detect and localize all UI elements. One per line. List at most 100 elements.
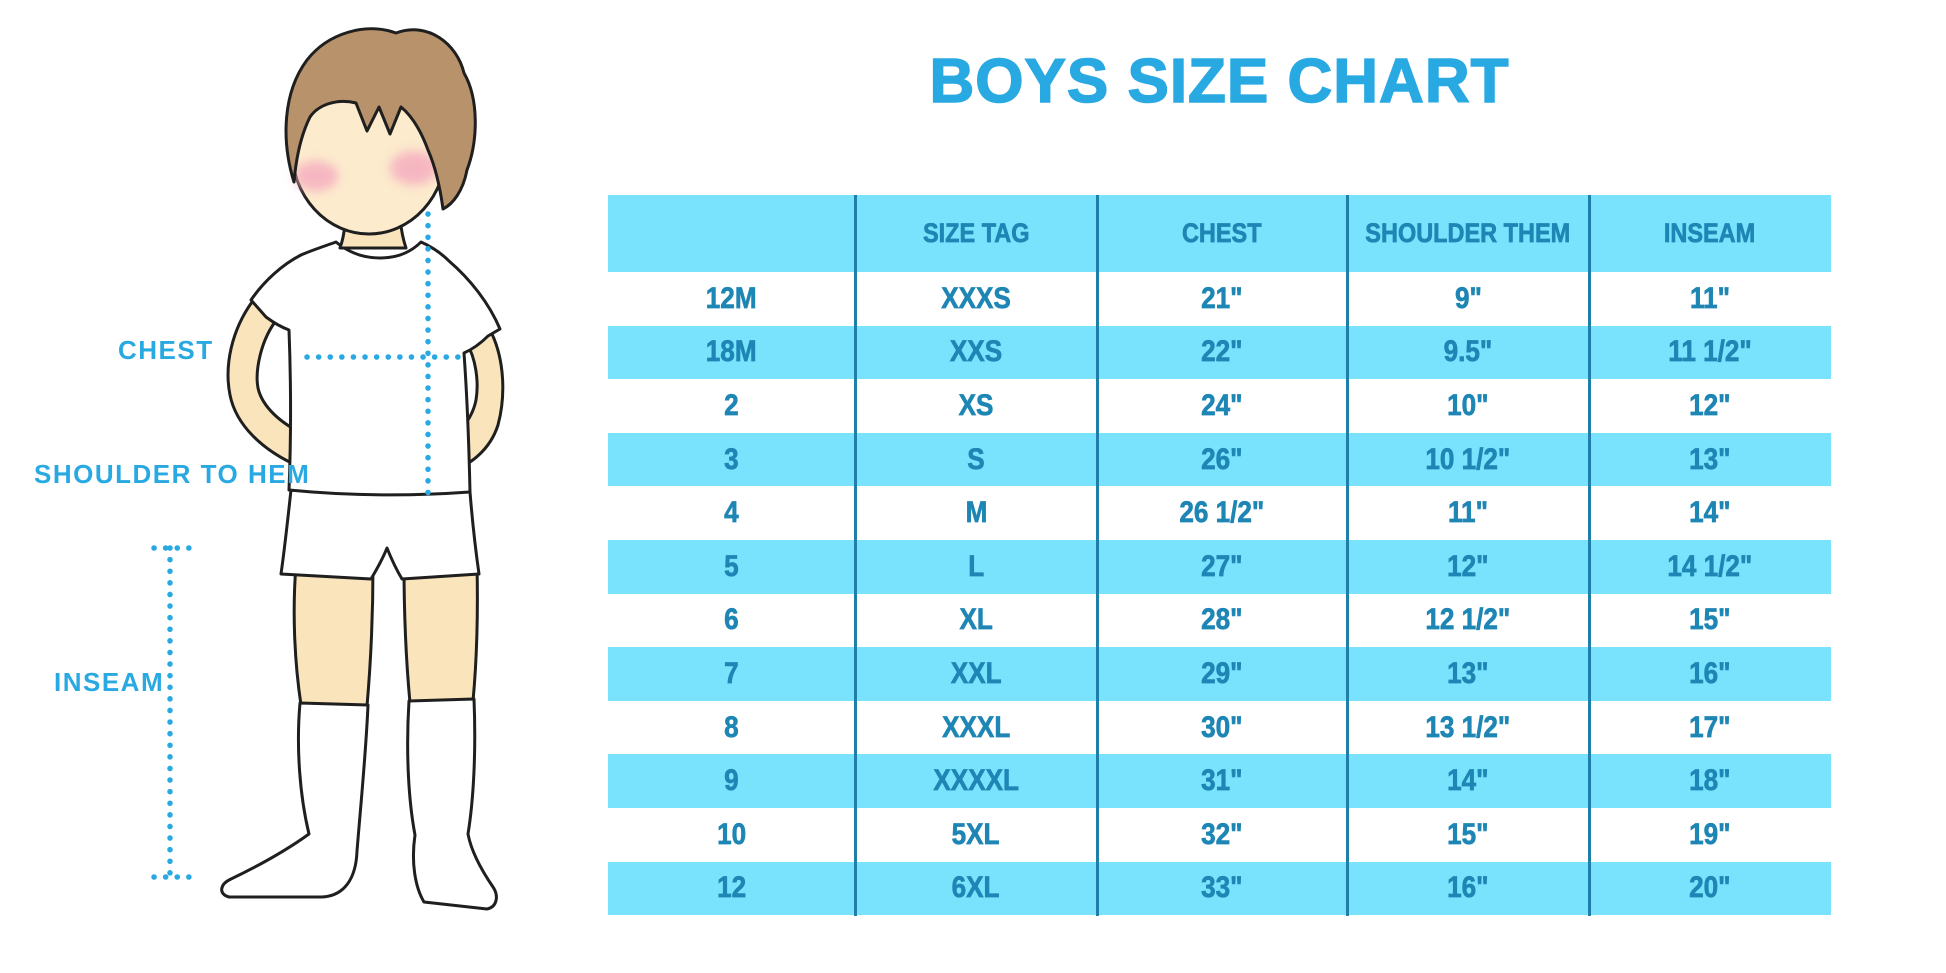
table-cell-text: XXXXL (933, 764, 1019, 798)
table-cell: 18M (608, 326, 855, 380)
table-cell-text: 16" (1689, 656, 1731, 691)
table-cell: 3 (608, 433, 855, 487)
table-cell-text: L (968, 549, 985, 583)
table-cell-text: 15" (1447, 817, 1489, 851)
chest-label: CHEST (118, 335, 214, 365)
column-header-shoulder-them: SHOULDER THEM (1347, 195, 1589, 272)
table-cell-text: S (967, 442, 985, 476)
table-cell: 19" (1589, 808, 1831, 862)
table-cell-text: XXXS (941, 281, 1011, 315)
table-cell-text: 30" (1201, 710, 1243, 744)
table-cell: 9.5" (1347, 326, 1589, 380)
table-cell: L (855, 540, 1097, 594)
table-cell: XS (855, 379, 1097, 433)
table-row: 4 M 26 1/2" 11" 14" (608, 486, 1831, 540)
table-cell-text: 5XL (952, 817, 1000, 851)
size-chart-table: SIZE TAG CHEST SHOULDER THEM INSEAM 12M X… (608, 195, 1831, 916)
column-divider (854, 195, 857, 916)
table-cell-text: 17" (1689, 710, 1731, 744)
table-cell: 20" (1589, 862, 1831, 916)
table-cell: 13" (1347, 647, 1589, 701)
table-cell-text: XS (958, 388, 994, 423)
boy-measurement-figure (151, 27, 505, 911)
table-cell-text: 31" (1201, 764, 1243, 798)
table-cell-text: 6 (724, 603, 739, 637)
table-cell: 16" (1347, 862, 1589, 916)
table-cell-text: 27" (1201, 549, 1243, 583)
table-cell: XXS (855, 326, 1097, 380)
table-cell-text: 10 (716, 817, 747, 851)
table-row: 12M XXXS 21" 9" 11" (608, 272, 1831, 326)
table-cell-text: 16" (1447, 871, 1489, 905)
table-cell: 15" (1347, 808, 1589, 862)
table-cell: 12M (608, 272, 855, 326)
table-cell-text: 33" (1201, 871, 1243, 905)
table-cell: 22" (1097, 326, 1347, 380)
table-cell: 10 (608, 808, 855, 862)
table-cell-text: 12" (1689, 388, 1731, 423)
table-row: 2 XS 24" 10" 12" (608, 379, 1831, 433)
table-cell-text: 18M (706, 335, 757, 369)
table-cell: 5 (608, 540, 855, 594)
table-cell: 9 (608, 754, 855, 808)
table-cell: 26" (1097, 433, 1347, 487)
table-row: 5 L 27" 12" 14 1/2" (608, 539, 1831, 594)
column-header-size-tag: SIZE TAG (855, 195, 1097, 272)
table-cell: 30" (1097, 701, 1347, 755)
table-cell: 18" (1589, 754, 1831, 808)
table-cell-text: 14 1/2" (1667, 549, 1753, 583)
table-cell-text: 12" (1447, 549, 1489, 583)
table-cell: 6 (608, 594, 855, 648)
size-table-body: 12M XXXS 21" 9" 11" 18M XXS 22" 9.5" 11 1/2" 2 XS 24… (608, 272, 1831, 916)
table-cell-text: 24" (1201, 388, 1243, 423)
column-header-label: INSEAM (1664, 218, 1756, 249)
page-title: BOYS SIZE CHART (929, 47, 1510, 116)
inseam-label: INSEAM (54, 667, 165, 697)
table-cell-text: 29" (1201, 656, 1243, 691)
column-header-inseam: INSEAM (1589, 195, 1831, 272)
table-cell: 29" (1097, 647, 1347, 701)
table-row: 18M XXS 22" 9.5" 11 1/2" (608, 325, 1831, 380)
table-row: 10 5XL 32" 15" 19" (608, 808, 1831, 862)
table-cell: 21" (1097, 272, 1347, 326)
shoulder-to-hem-label: SHOULDER TO HEM (34, 459, 311, 489)
table-cell: S (855, 433, 1097, 487)
table-cell-text: 8 (724, 710, 739, 744)
table-cell: 10" (1347, 379, 1589, 433)
table-cell-text: 26 1/2" (1179, 496, 1265, 530)
table-cell: 9" (1347, 272, 1589, 326)
table-cell: XXXL (855, 701, 1097, 755)
table-cell: 10 1/2" (1347, 433, 1589, 487)
table-cell: 17" (1589, 701, 1831, 755)
table-row: 9 XXXXL 31" 14" 18" (608, 754, 1831, 808)
table-cell-text: 9.5" (1443, 335, 1493, 369)
table-cell-text: 12 1/2" (1425, 603, 1511, 637)
table-cell: 14" (1347, 754, 1589, 808)
table-cell-text: 18" (1689, 764, 1731, 798)
column-divider (1588, 195, 1591, 916)
table-cell: 33" (1097, 862, 1347, 916)
table-cell-text: 26" (1201, 442, 1243, 476)
table-cell: M (855, 486, 1097, 540)
table-cell: 32" (1097, 808, 1347, 862)
table-cell-text: M (965, 496, 987, 530)
table-cell: 11" (1347, 486, 1589, 540)
table-cell: 14 1/2" (1589, 540, 1831, 594)
blush-left (294, 161, 338, 191)
table-cell-text: 13 1/2" (1425, 710, 1511, 744)
table-cell-text: 14" (1689, 496, 1731, 530)
table-cell-text: 10 1/2" (1425, 442, 1511, 476)
right-sock (406, 697, 498, 911)
table-cell-text: 13" (1689, 442, 1731, 476)
table-cell-text: 4 (724, 496, 739, 530)
table-cell: 7 (608, 647, 855, 701)
column-header-label: SIZE TAG (922, 218, 1030, 249)
table-cell: 15" (1589, 594, 1831, 648)
column-header-label: CHEST (1182, 218, 1262, 249)
table-cell: 12 1/2" (1347, 594, 1589, 648)
column-header-label: SHOULDER THEM (1365, 218, 1571, 249)
table-cell: 14" (1589, 486, 1831, 540)
column-header-chest: CHEST (1097, 195, 1347, 272)
table-cell: XXXXL (855, 754, 1097, 808)
